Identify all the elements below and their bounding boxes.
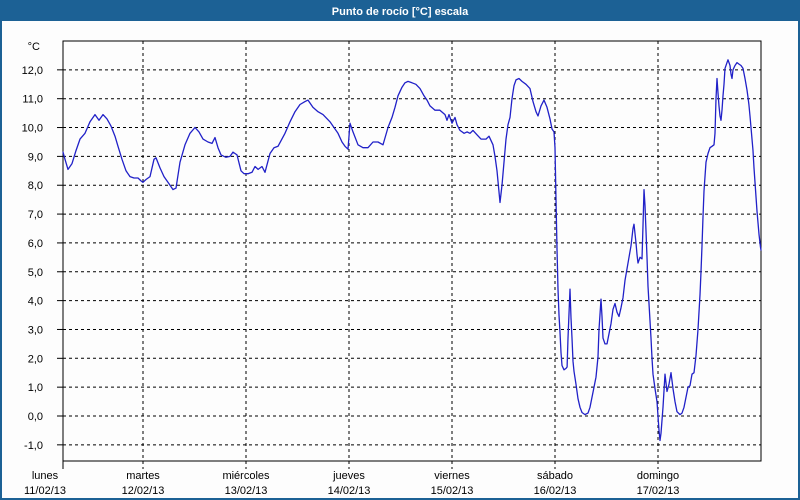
x-date-label: 16/02/13	[534, 485, 577, 497]
x-day-label: miércoles	[222, 470, 270, 482]
y-unit-label: °C	[28, 41, 40, 53]
x-day-label: jueves	[332, 470, 365, 482]
window-title: Punto de rocío [°C] escala	[331, 5, 469, 18]
x-day-label: sábado	[537, 470, 573, 482]
y-tick-label: 5,0	[28, 267, 43, 279]
y-tick-label: 12,0	[22, 65, 43, 77]
x-date-label: 17/02/13	[637, 485, 680, 497]
y-tick-label: 10,0	[22, 123, 43, 135]
dewpoint-line	[62, 59, 762, 442]
x-day-label: lunes	[32, 470, 59, 482]
y-tick-label: 6,0	[28, 238, 43, 250]
y-tick-label: -1,0	[24, 440, 43, 452]
x-day-label: martes	[126, 470, 160, 482]
x-date-label: 12/02/13	[122, 485, 165, 497]
x-date-label: 14/02/13	[328, 485, 371, 497]
y-tick-label: 7,0	[28, 209, 43, 221]
y-tick-label: 9,0	[28, 151, 43, 163]
window-title-bar[interactable]: Punto de rocío [°C] escala	[2, 2, 798, 21]
plot-border	[62, 40, 762, 462]
x-day-label: viernes	[434, 470, 470, 482]
x-date-label: 11/02/13	[24, 485, 66, 497]
plot-area: 12,0 11,0 10,0 9,0 8,0 7,0 6,0 5,0 4,0 3,0 2,0 1,0 0…	[2, 21, 798, 498]
dewpoint-chart: 12,0 11,0 10,0 9,0 8,0 7,0 6,0 5,0 4,0 3,0 2,0 1,0 0…	[22, 40, 762, 497]
y-tick-label: 11,0	[22, 94, 43, 106]
y-tick-label: 1,0	[28, 382, 43, 394]
y-tick-label: 3,0	[28, 324, 43, 336]
x-day-label: domingo	[637, 470, 679, 482]
y-tick-label: 2,0	[28, 353, 43, 365]
x-date-label: 15/02/13	[431, 485, 474, 497]
y-tick-label: 0,0	[28, 411, 43, 423]
y-tick-label: 4,0	[28, 296, 43, 308]
x-date-label: 13/02/13	[225, 485, 268, 497]
y-tick-label: 8,0	[28, 180, 43, 192]
